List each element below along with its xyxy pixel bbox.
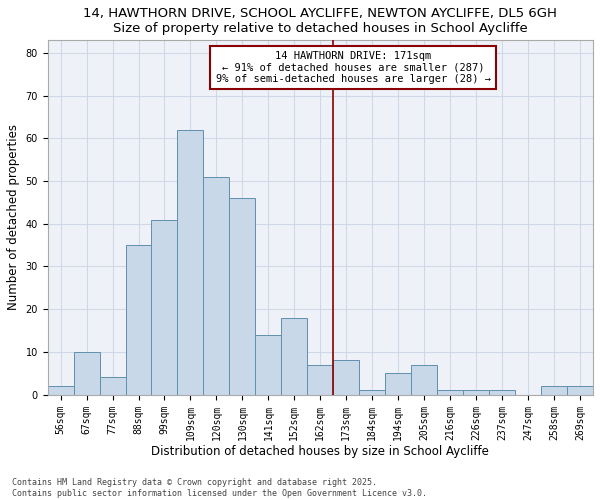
- Bar: [567, 386, 593, 394]
- Bar: [281, 318, 307, 394]
- Bar: [334, 360, 359, 394]
- Bar: [125, 245, 151, 394]
- Bar: [100, 378, 125, 394]
- Y-axis label: Number of detached properties: Number of detached properties: [7, 124, 20, 310]
- X-axis label: Distribution of detached houses by size in School Aycliffe: Distribution of detached houses by size …: [151, 445, 489, 458]
- Bar: [463, 390, 489, 394]
- Bar: [151, 220, 178, 394]
- Bar: [178, 130, 203, 394]
- Bar: [437, 390, 463, 394]
- Bar: [385, 373, 411, 394]
- Bar: [256, 335, 281, 394]
- Bar: [411, 364, 437, 394]
- Bar: [359, 390, 385, 394]
- Bar: [489, 390, 515, 394]
- Bar: [307, 364, 334, 394]
- Bar: [203, 177, 229, 394]
- Bar: [541, 386, 567, 394]
- Bar: [229, 198, 256, 394]
- Bar: [47, 386, 74, 394]
- Bar: [74, 352, 100, 395]
- Text: Contains HM Land Registry data © Crown copyright and database right 2025.
Contai: Contains HM Land Registry data © Crown c…: [12, 478, 427, 498]
- Title: 14, HAWTHORN DRIVE, SCHOOL AYCLIFFE, NEWTON AYCLIFFE, DL5 6GH
Size of property r: 14, HAWTHORN DRIVE, SCHOOL AYCLIFFE, NEW…: [83, 7, 557, 35]
- Text: 14 HAWTHORN DRIVE: 171sqm
← 91% of detached houses are smaller (287)
9% of semi-: 14 HAWTHORN DRIVE: 171sqm ← 91% of detac…: [215, 51, 491, 84]
